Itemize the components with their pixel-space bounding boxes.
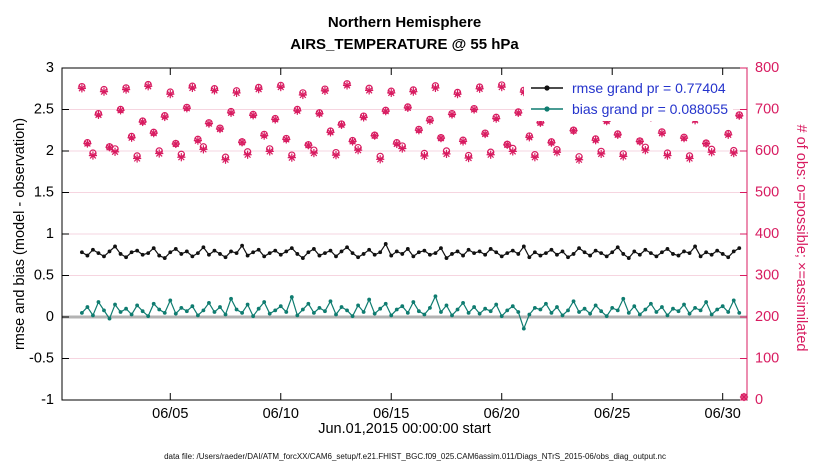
legend: rmse grand pr = 0.77404 bias grand pr = … [524, 76, 734, 121]
y-tick-label-right: 200 [755, 309, 779, 325]
y-tick-label-right: 300 [755, 267, 779, 283]
legend-rmse-sample-icon [531, 85, 563, 91]
plot-subtitle: AIRS_TEMPERATURE @ 55 hPa [290, 36, 519, 53]
y-axis-label-right: # of obs: o=possible; ×=assimilated [793, 124, 809, 352]
x-axis-label: Jun.01,2015 00:00:00 start [318, 421, 491, 437]
axis-ticks [62, 67, 747, 401]
x-tick-label: 06/15 [373, 406, 409, 422]
y-tick-label-right: 700 [755, 101, 779, 117]
x-tick-label: 06/25 [594, 406, 630, 422]
axis-tick-labels: -1 -0.5 0 0.5 1 1.5 2 2.5 3 0 100 200 300 400 500 600 70… [29, 60, 779, 422]
y-tick-label-left: 2 [46, 143, 54, 159]
y-axis-label-left: rmse and bias (model - observation) [12, 117, 28, 351]
y-tick-label-right: 400 [755, 226, 779, 242]
legend-bias-label: bias grand pr = 0.088055 [572, 101, 729, 117]
legend-bias-sample-icon [531, 106, 563, 112]
x-tick-label: 06/20 [484, 406, 520, 422]
x-tick-label: 06/30 [705, 406, 741, 422]
plot-title-region: Northern Hemisphere [327, 14, 482, 31]
x-tick-label: 06/05 [152, 406, 188, 422]
y-tick-label-right: 800 [755, 60, 779, 76]
bias-series [79, 294, 742, 331]
rmse-series [79, 242, 742, 260]
y-tick-label-left: 0.5 [34, 267, 54, 283]
legend-row-rmse: rmse grand pr = 0.77404 [529, 78, 728, 98]
legend-row-bias: bias grand pr = 0.088055 [529, 99, 728, 119]
x-tick-label: 06/10 [263, 406, 299, 422]
y-tick-label-left: 3 [46, 60, 54, 76]
y-tick-label-right: 600 [755, 143, 779, 159]
y-tick-label-right: 0 [755, 392, 763, 408]
data-file-caption: data file: /Users/raeder/DAI/ATM_forcXX/… [164, 452, 666, 461]
y-tick-label-left: 2.5 [34, 101, 54, 117]
y-tick-label-left: 1 [46, 226, 54, 242]
legend-rmse-label: rmse grand pr = 0.77404 [572, 80, 726, 96]
obs-corner-marker [739, 392, 749, 402]
y-tick-label-left: -0.5 [29, 350, 54, 366]
y-tick-label-left: -1 [41, 392, 54, 408]
y-tick-label-right: 100 [755, 350, 779, 366]
y-tick-label-left: 1.5 [34, 184, 54, 200]
y-tick-label-left: 0 [46, 309, 54, 325]
y-tick-label-right: 500 [755, 184, 779, 200]
